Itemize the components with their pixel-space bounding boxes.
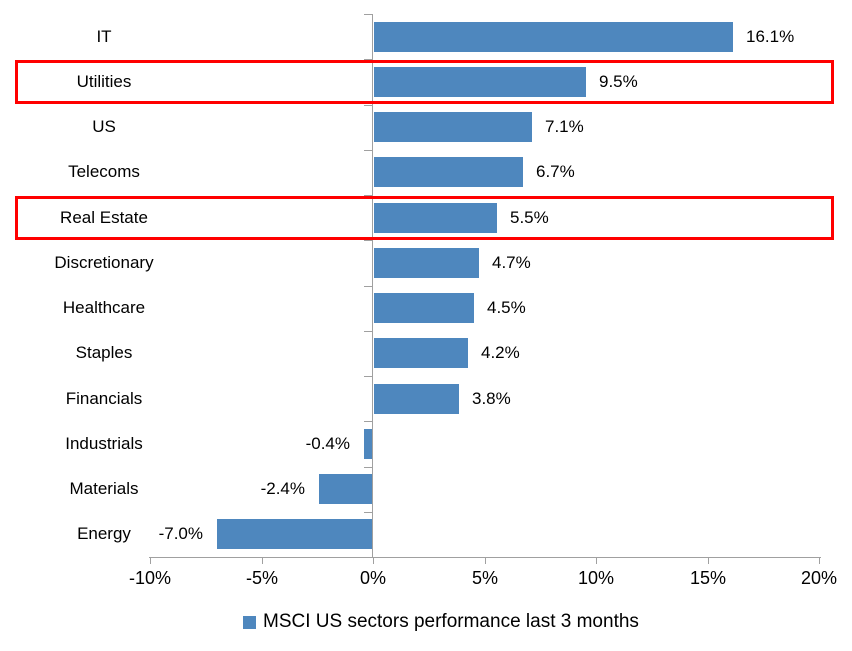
x-axis-tick bbox=[596, 557, 597, 564]
category-label: Healthcare bbox=[62, 298, 146, 318]
bar bbox=[374, 293, 474, 324]
value-label: 9.5% bbox=[599, 71, 638, 91]
bar bbox=[374, 247, 479, 278]
bar bbox=[217, 519, 373, 550]
x-axis-tick-label: -10% bbox=[128, 568, 172, 588]
category-label: Telecoms bbox=[68, 162, 140, 182]
category-label: Industrials bbox=[65, 433, 143, 453]
category-label: Discretionary bbox=[54, 252, 154, 272]
category-label: Financials bbox=[65, 388, 143, 408]
y-axis-tick bbox=[364, 150, 372, 151]
y-axis-tick bbox=[364, 286, 372, 287]
bar bbox=[374, 21, 733, 52]
value-label: 3.8% bbox=[472, 388, 511, 408]
y-axis-tick bbox=[364, 195, 372, 196]
value-label: -7.0% bbox=[158, 524, 203, 544]
category-label: US bbox=[92, 117, 116, 137]
value-label: 4.7% bbox=[492, 252, 531, 272]
category-label: Energy bbox=[77, 524, 131, 544]
y-axis-tick bbox=[364, 421, 372, 422]
legend: MSCI US sectors performance last 3 month… bbox=[243, 611, 639, 633]
value-label: 5.5% bbox=[510, 207, 549, 227]
bar bbox=[374, 66, 586, 97]
x-axis-tick bbox=[150, 557, 151, 564]
value-label: 16.1% bbox=[746, 26, 795, 46]
y-axis-tick bbox=[364, 14, 372, 15]
bar bbox=[374, 157, 523, 188]
value-label: 4.5% bbox=[487, 298, 526, 318]
category-label: Staples bbox=[75, 343, 133, 363]
y-axis-tick bbox=[364, 59, 372, 60]
value-label: 6.7% bbox=[536, 162, 575, 182]
highlight-box bbox=[15, 196, 834, 240]
legend-label: MSCI US sectors performance last 3 month… bbox=[263, 611, 639, 632]
bar bbox=[374, 202, 497, 233]
y-axis-tick bbox=[364, 331, 372, 332]
x-axis-tick bbox=[373, 557, 374, 564]
category-label: Utilities bbox=[76, 71, 132, 91]
x-axis-tick bbox=[708, 557, 709, 564]
legend-swatch bbox=[243, 615, 256, 629]
bar bbox=[319, 474, 373, 505]
category-label: IT bbox=[96, 26, 112, 46]
highlight-box bbox=[15, 60, 834, 104]
y-axis-tick bbox=[364, 240, 372, 241]
value-label: -2.4% bbox=[260, 479, 305, 499]
value-label: 4.2% bbox=[481, 343, 520, 363]
bar bbox=[364, 428, 373, 459]
bar bbox=[374, 338, 468, 369]
x-axis-tick-label: 20% bbox=[800, 568, 838, 588]
value-label: 7.1% bbox=[545, 117, 584, 137]
y-axis-tick bbox=[364, 512, 372, 513]
x-axis-tick-label: 10% bbox=[577, 568, 615, 588]
x-axis-tick bbox=[485, 557, 486, 564]
x-axis-tick bbox=[819, 557, 820, 564]
category-label: Materials bbox=[69, 479, 139, 499]
value-label: -0.4% bbox=[305, 433, 350, 453]
bar bbox=[374, 383, 459, 414]
x-axis-tick-label: 5% bbox=[471, 568, 498, 588]
y-axis-line bbox=[372, 14, 373, 557]
y-axis-tick bbox=[364, 376, 372, 377]
x-axis-tick-label: 0% bbox=[359, 568, 386, 588]
y-axis-tick bbox=[364, 105, 372, 106]
x-axis-tick-label: 15% bbox=[689, 568, 727, 588]
y-axis-tick bbox=[364, 467, 372, 468]
x-axis-tick-label: -5% bbox=[245, 568, 278, 588]
x-axis-tick bbox=[262, 557, 263, 564]
category-label: Real Estate bbox=[60, 207, 148, 227]
bar bbox=[374, 112, 532, 143]
